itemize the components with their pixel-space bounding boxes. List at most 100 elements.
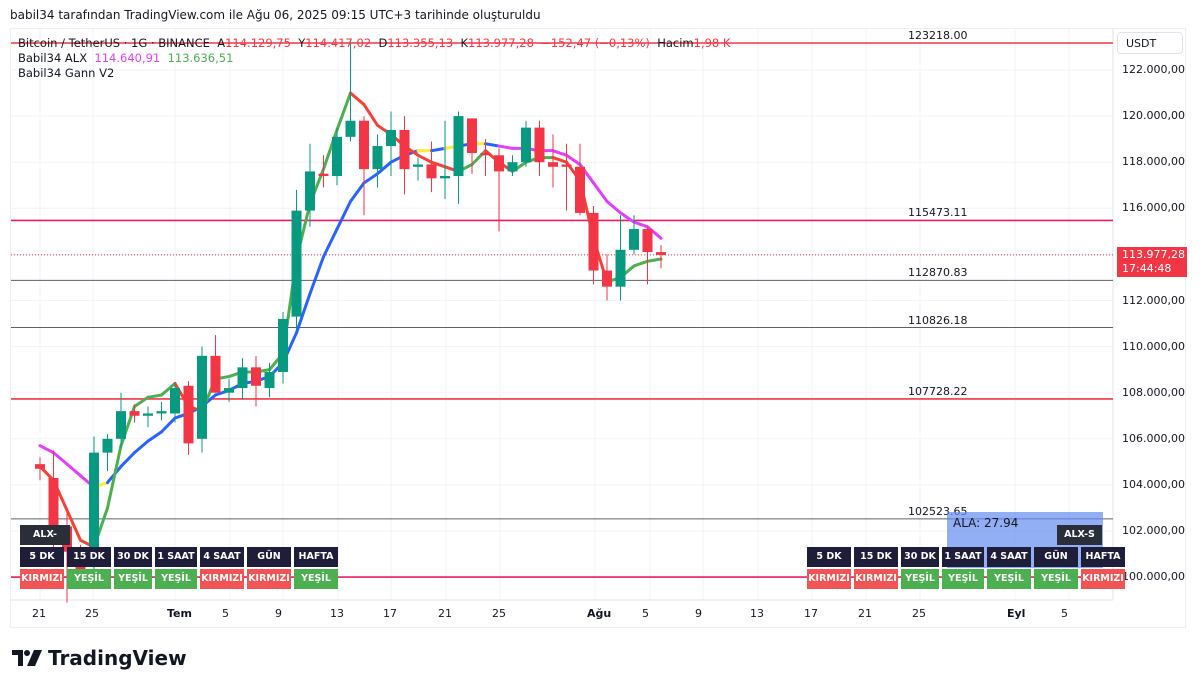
price-tick: 100.000,00 [1122, 570, 1185, 584]
indicator-alx-value-1: 114.640,91 [94, 51, 161, 65]
alx-fast-line [335, 91, 352, 132]
time-tick: 17 [804, 607, 818, 620]
gann-level-label: 115473.11 [908, 206, 968, 220]
alx-slow-line [551, 149, 568, 157]
volume-label: Hacim [657, 36, 694, 50]
high-value: 114.417,02 [305, 36, 372, 50]
alx-fast-line [430, 160, 447, 169]
timeframe-status-cell: KIRMIZI [854, 569, 898, 589]
indicator-gann-row[interactable]: Babil34 Gann V2 [18, 66, 730, 81]
candle-body [89, 452, 99, 564]
left-timeframe-status: KIRMIZI YEŞİL YEŞİL YEŞİL KIRMIZI KIRMIZI YEŞİ… [20, 569, 338, 589]
candle-body [453, 116, 464, 177]
right-timeframe-status: KIRMIZI KIRMIZI YEŞİL YEŞİL YEŞİL YEŞİL KIRMIZ… [807, 569, 1125, 589]
candle-body [642, 229, 653, 253]
price-tick: 118.000,00 [1122, 155, 1185, 169]
time-tick: 9 [695, 607, 702, 620]
alx-slow-line [619, 211, 636, 224]
alx-fast-line [160, 381, 177, 397]
timeframe-status-cell: YEŞİL [294, 569, 338, 589]
alx-slow-line [646, 225, 663, 240]
candle-body [345, 120, 356, 137]
time-tick: 25 [912, 607, 926, 620]
candle-body [318, 173, 329, 177]
alx-fast-line [106, 444, 123, 510]
time-tick: 5 [222, 607, 229, 620]
candle-body [35, 464, 45, 469]
alx-slow-line [146, 430, 163, 443]
low-value: 113.355,13 [387, 36, 454, 50]
indicator-alx-row[interactable]: Babil34 ALX 114.640,91 113.636,51 [18, 51, 730, 66]
time-tick: 17 [383, 607, 397, 620]
alx-slow-line [119, 451, 136, 468]
time-tick: 13 [330, 607, 344, 620]
alx-fast-line [632, 259, 649, 268]
timeframe-header-cell: 4 SAAT [200, 547, 244, 567]
candle-body [305, 171, 315, 211]
tradingview-logo-icon [12, 650, 42, 666]
right-timeframe-header: 5 DK 15 DK 30 DK 1 SAAT 4 SAAT GÜN HAFTA [807, 547, 1125, 567]
candle-body [48, 477, 59, 527]
timeframe-header-cell: GÜN [1034, 547, 1078, 567]
symbol-name[interactable]: Bitcoin / TetherUS · 1G · BINANCE [18, 36, 210, 50]
volume-value: 1,98 K [693, 36, 731, 50]
timeframe-header-cell: 15 DK [854, 547, 898, 567]
close-label: K [460, 36, 469, 50]
timeframe-header-cell: 5 DK [807, 547, 851, 567]
alx-slow-line [160, 416, 177, 434]
alx-slow-line [38, 444, 55, 455]
tradingview-logo[interactable]: TradingView [12, 646, 187, 670]
timeframe-header-cell: 30 DK [901, 547, 939, 567]
candle-body [534, 127, 545, 163]
time-tick: Ağu [587, 607, 612, 620]
timeframe-header-cell: HAFTA [1081, 547, 1125, 567]
price-tick: 104.000,00 [1122, 477, 1185, 491]
price-tick: 116.000,00 [1122, 201, 1185, 215]
timeframe-header-cell: GÜN [247, 547, 291, 567]
candle-body [291, 210, 302, 317]
time-tick: 5 [1061, 607, 1068, 620]
candle-body [237, 367, 248, 389]
time-tick: 5 [642, 607, 649, 620]
alx-slow-line [308, 255, 325, 296]
timeframe-header-cell: 1 SAAT [942, 547, 984, 567]
candle-body [156, 411, 167, 414]
indicator-alx-value-2: 113.636,51 [167, 51, 234, 65]
alx-fast-line [362, 103, 379, 127]
time-tick: 21 [858, 607, 872, 620]
time-tick: 21 [32, 607, 46, 620]
alx-fast-line [551, 156, 568, 164]
candle-body [561, 164, 572, 167]
candle-body [264, 371, 275, 389]
alx-badge-left: ALX- [20, 525, 70, 545]
alx-fast-line [416, 153, 433, 164]
alx-slow-line [52, 451, 69, 466]
price-tick: 106.000,00 [1122, 431, 1185, 445]
candle-body [251, 367, 261, 386]
price-tick: 102.000,00 [1122, 524, 1185, 537]
alx-fast-line [146, 393, 163, 399]
gann-level-label: 107728.22 [908, 384, 968, 398]
timeframe-status-cell: YEŞİL [67, 569, 111, 589]
time-tick: 21 [438, 607, 452, 620]
candle-body [278, 318, 288, 372]
symbol-row[interactable]: Bitcoin / TetherUS · 1G · BINANCE A114.1… [18, 36, 730, 51]
timeframe-header-cell: 4 SAAT [987, 547, 1031, 567]
candle-body [359, 120, 369, 170]
timeframe-header-cell: 15 DK [67, 547, 111, 567]
candle-body [426, 164, 437, 179]
candle-body [575, 166, 585, 213]
alx-s-badge: ALX-S [1057, 525, 1102, 545]
timeframe-status-cell: KIRMIZI [807, 569, 851, 589]
alx-slow-line [484, 142, 501, 148]
high-label: Y [298, 36, 306, 50]
alx-slow-line [430, 146, 447, 153]
timeframe-status-cell: KIRMIZI [247, 569, 291, 589]
currency-button[interactable]: USDT [1117, 32, 1183, 54]
timeframe-status-cell: KIRMIZI [20, 569, 64, 589]
timeframe-header-cell: 1 SAAT [155, 547, 197, 567]
candle-body [548, 162, 558, 167]
indicator-alx-name[interactable]: Babil34 ALX [18, 51, 88, 65]
alx-slow-line [605, 199, 622, 215]
indicator-gann-name[interactable]: Babil34 Gann V2 [18, 66, 115, 80]
